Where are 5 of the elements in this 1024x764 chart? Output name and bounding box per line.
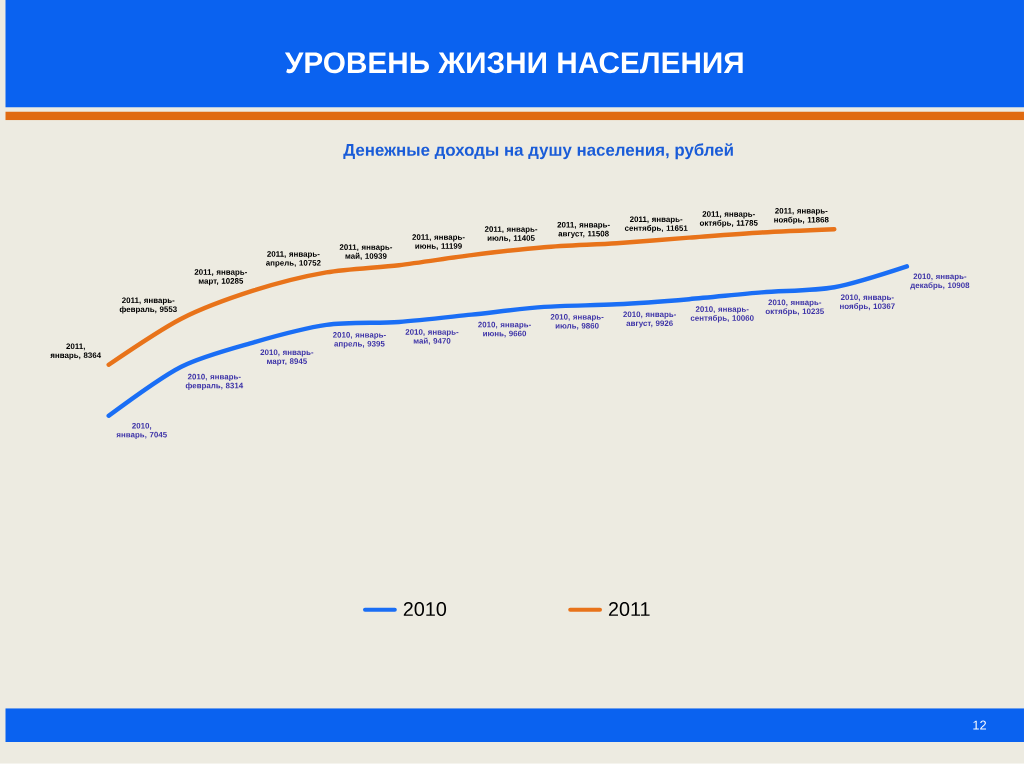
chart-title: УРОВЕНЬ ЖИЗНИ НАСЕЛЕНИЯ — [284, 52, 743, 74]
chart-subtitle: Денежные доходы на душу населения, рублей — [343, 143, 733, 160]
legend-label: 2011 — [608, 602, 650, 617]
text: 12 — [973, 720, 987, 730]
legend-label: 2010 — [403, 602, 447, 617]
